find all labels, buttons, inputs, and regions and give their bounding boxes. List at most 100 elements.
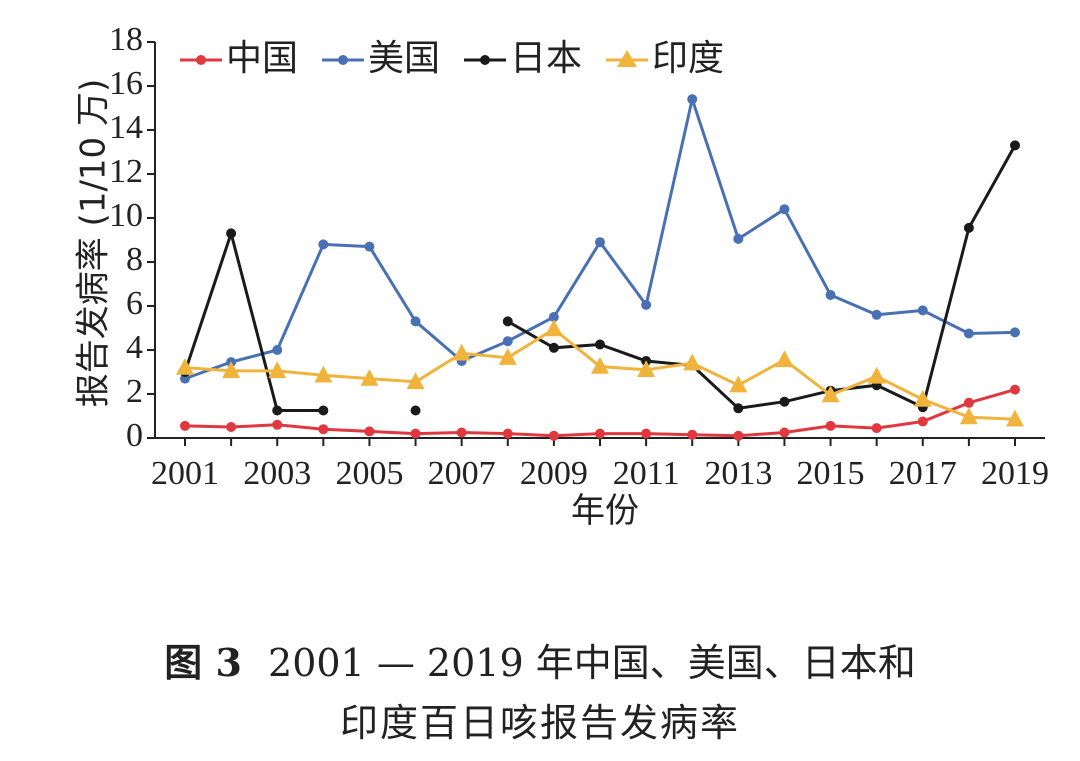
data-point <box>963 222 974 233</box>
data-point <box>913 389 932 407</box>
data-point <box>595 237 605 248</box>
x-tick-label: 2007 <box>428 455 496 492</box>
legend-label: 美国 <box>368 38 440 79</box>
legend-item: 美国 <box>322 38 440 79</box>
data-point <box>314 365 333 383</box>
y-tick-label: 10 <box>109 197 143 234</box>
figure-label: 图 3 <box>164 640 242 685</box>
data-point <box>641 299 652 310</box>
data-point <box>733 430 744 441</box>
data-point <box>318 239 329 250</box>
legend-item: 印度 <box>606 38 724 79</box>
data-point <box>318 424 329 435</box>
data-point <box>222 361 241 379</box>
data-point <box>364 241 375 252</box>
data-point <box>360 369 379 386</box>
y-tick-label: 0 <box>126 417 143 454</box>
x-tick-label: 2019 <box>981 455 1049 492</box>
data-point <box>410 405 421 416</box>
x-tick-label: 2003 <box>243 455 311 492</box>
figure-caption-line-1: 图 3 2001 — 2019 年中国、美国、日本和 <box>0 632 1080 687</box>
legend-label: 日本 <box>510 38 582 79</box>
y-tick-label: 6 <box>126 285 143 322</box>
y-tick-label: 12 <box>109 153 143 190</box>
x-tick-label: 2005 <box>335 455 403 492</box>
data-point <box>502 336 513 347</box>
axes: 0 2 4 6 8 10 12 14 16 18 2001 2003 2005 2007 2009 2011 2… <box>109 21 1049 492</box>
data-point <box>733 233 744 244</box>
data-point <box>410 316 421 327</box>
data-point <box>502 316 513 327</box>
data-point <box>595 339 605 350</box>
data-point <box>733 403 744 414</box>
data-point <box>779 427 790 438</box>
x-tick-label: 2009 <box>520 455 588 492</box>
data-point <box>410 428 421 439</box>
data-point <box>963 397 974 408</box>
data-point <box>821 385 840 403</box>
data-point <box>1010 384 1020 395</box>
legend-marker <box>196 55 206 65</box>
data-point <box>180 420 190 431</box>
line-chart: 0 2 4 6 8 10 12 14 16 18 2001 2003 2005 2007 2009 2011 2… <box>74 21 1050 531</box>
x-axis-title: 年份 <box>571 491 639 531</box>
data-point <box>364 426 375 437</box>
y-tick-label: 14 <box>109 109 143 146</box>
data-point <box>318 405 329 416</box>
data-point <box>729 375 748 393</box>
data-point <box>825 290 836 300</box>
data-point <box>272 345 283 355</box>
series-0 <box>180 384 1020 441</box>
y-tick-label: 4 <box>126 329 143 366</box>
y-tick-label: 2 <box>126 373 143 410</box>
y-tick-label: 8 <box>126 241 143 278</box>
data-point <box>498 348 517 365</box>
data-point <box>595 428 605 439</box>
legend-label: 印度 <box>652 38 724 79</box>
x-tick-label: 2013 <box>704 455 772 492</box>
figure-caption-text-1: 2001 — 2019 年中国、美国、日本和 <box>268 641 916 685</box>
data-point <box>871 423 882 434</box>
legend-item: 中国 <box>180 38 298 79</box>
data-point <box>1010 140 1020 151</box>
legend-marker <box>617 50 637 67</box>
legend-label: 中国 <box>226 38 298 79</box>
data-point <box>779 204 790 215</box>
data-point <box>775 350 794 368</box>
data-point <box>683 353 702 371</box>
legend: 中国 美国 日本 印度 <box>180 38 724 79</box>
data-point <box>548 430 559 441</box>
data-point <box>779 396 790 407</box>
series-layer <box>176 93 1024 441</box>
data-point <box>456 427 467 438</box>
data-point <box>687 429 698 440</box>
data-point <box>268 361 287 379</box>
x-tick-label: 2017 <box>889 455 957 492</box>
y-tick-label: 16 <box>109 65 143 102</box>
x-tick-label: 2011 <box>613 455 680 492</box>
y-axis-title: 报告发病率 (1/10 万) <box>74 79 114 408</box>
data-point <box>963 328 974 339</box>
data-point <box>544 319 563 337</box>
series-line <box>183 228 324 412</box>
y-tick-label: 18 <box>109 21 143 58</box>
series-line <box>507 144 1017 410</box>
figure-caption-line-2: 印度百日咳报告发病率 <box>0 692 1080 747</box>
data-point <box>272 419 283 430</box>
data-point <box>637 360 656 377</box>
data-point <box>1010 327 1020 338</box>
legend-marker <box>338 55 348 65</box>
x-tick-label: 2001 <box>151 455 219 492</box>
x-tick-label: 2015 <box>797 455 865 492</box>
data-point <box>917 305 928 316</box>
legend-item: 日本 <box>464 38 582 79</box>
legend-marker <box>480 55 490 65</box>
series-1 <box>180 93 1020 384</box>
data-point <box>226 228 237 239</box>
data-point <box>226 422 237 432</box>
data-point <box>959 407 978 425</box>
data-point <box>871 309 882 320</box>
data-point <box>1006 409 1024 427</box>
data-point <box>867 366 886 384</box>
data-point <box>176 358 194 375</box>
